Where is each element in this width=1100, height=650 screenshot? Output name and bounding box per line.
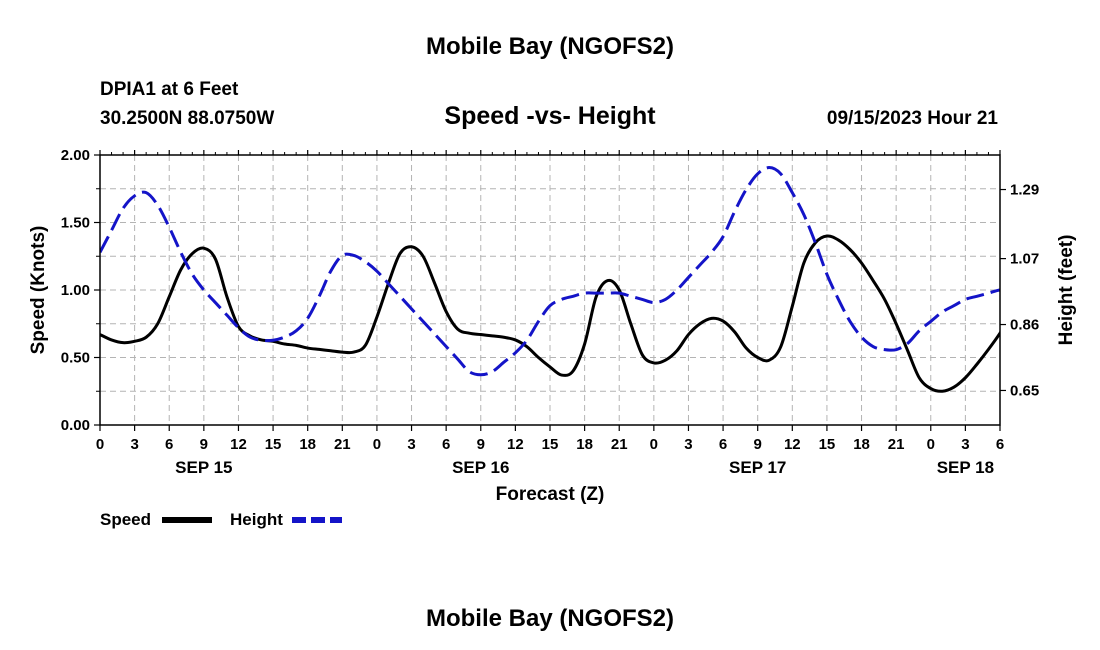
x-tick-label: 15 bbox=[819, 436, 836, 453]
x-tick-label: 6 bbox=[996, 436, 1004, 453]
day-label: SEP 15 bbox=[175, 458, 232, 477]
y2-axis-label: Height (feet) bbox=[1056, 235, 1077, 346]
x-tick-label: 21 bbox=[888, 436, 905, 453]
x-tick-label: 21 bbox=[334, 436, 351, 453]
x-tick-label: 15 bbox=[542, 436, 559, 453]
series-layer bbox=[100, 166, 1000, 393]
x-tick-label: 9 bbox=[477, 436, 485, 453]
x-tick-label: 3 bbox=[961, 436, 969, 453]
x-tick-label: 9 bbox=[754, 436, 762, 453]
y-tick-label: 0.50 bbox=[61, 350, 90, 367]
x-tick-label: 9 bbox=[200, 436, 208, 453]
y2-tick-label: 1.07 bbox=[1010, 251, 1039, 268]
x-tick-label: 0 bbox=[373, 436, 381, 453]
x-tick-label: 6 bbox=[165, 436, 173, 453]
day-label: SEP 16 bbox=[452, 458, 509, 477]
x-tick-label: 21 bbox=[611, 436, 628, 453]
y2-tick-label: 1.29 bbox=[1010, 182, 1039, 199]
x-tick-label: 12 bbox=[784, 436, 801, 453]
x-tick-label: 3 bbox=[130, 436, 138, 453]
y-axis-label: Speed (Knots) bbox=[28, 226, 49, 355]
x-tick-label: 0 bbox=[927, 436, 935, 453]
y-tick-label: 1.50 bbox=[61, 215, 90, 232]
legend-speed-label: Speed bbox=[100, 510, 151, 529]
x-tick-label: 15 bbox=[265, 436, 282, 453]
station-label: DPIA1 at 6 Feet bbox=[100, 79, 239, 100]
grid bbox=[100, 155, 1000, 425]
x-tick-label: 18 bbox=[853, 436, 870, 453]
series-line-speed bbox=[100, 234, 1000, 393]
page-title: Mobile Bay (NGOFS2) bbox=[426, 33, 674, 60]
y2-tick-label: 0.65 bbox=[1010, 382, 1039, 399]
series-line-height bbox=[100, 166, 1000, 377]
chart-title: Speed -vs- Height bbox=[444, 102, 656, 130]
x-tick-label: 18 bbox=[576, 436, 593, 453]
day-label: SEP 17 bbox=[729, 458, 786, 477]
x-tick-label: 18 bbox=[299, 436, 316, 453]
x-tick-label: 0 bbox=[96, 436, 104, 453]
legend-height-label: Height bbox=[230, 510, 283, 529]
legend: Speed Height bbox=[100, 510, 342, 529]
x-tick-label: 6 bbox=[719, 436, 727, 453]
footer-title: Mobile Bay (NGOFS2) bbox=[426, 605, 674, 632]
x-tick-label: 3 bbox=[684, 436, 692, 453]
y-tick-label: 1.00 bbox=[61, 282, 90, 299]
x-tick-label: 0 bbox=[650, 436, 658, 453]
x-tick-label: 6 bbox=[442, 436, 450, 453]
datetime-label: 09/15/2023 Hour 21 bbox=[827, 108, 999, 129]
y-tick-label: 0.00 bbox=[61, 417, 90, 434]
coords-label: 30.2500N 88.0750W bbox=[100, 108, 274, 129]
axes: 0 3 6 9 12 15 18 21 0 3 6 9 12 15 18 21 0 3 6 9 12 15 18 21 0 3 6S… bbox=[61, 147, 1039, 477]
x-axis-label: Forecast (Z) bbox=[496, 484, 605, 505]
x-tick-label: 12 bbox=[230, 436, 247, 453]
y-tick-label: 2.00 bbox=[61, 147, 90, 164]
x-tick-label: 12 bbox=[507, 436, 524, 453]
y2-tick-label: 0.86 bbox=[1010, 317, 1039, 334]
day-label: SEP 18 bbox=[937, 458, 994, 477]
x-tick-label: 3 bbox=[407, 436, 415, 453]
